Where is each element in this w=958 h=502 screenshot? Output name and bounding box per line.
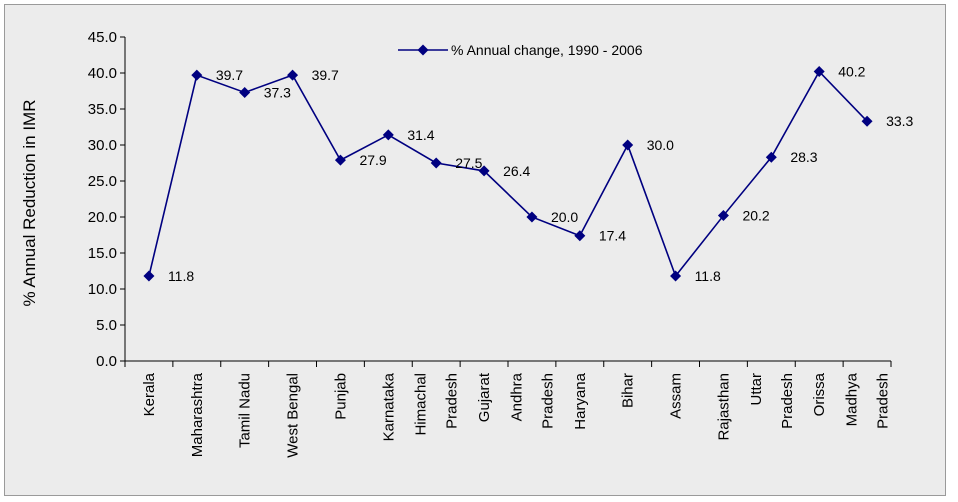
data-label: 33.3 bbox=[886, 113, 913, 129]
x-tick-label: Orissa bbox=[811, 372, 828, 416]
x-tick-label: Himachal bbox=[413, 373, 430, 436]
data-point-marker bbox=[670, 270, 682, 282]
line-chart: % Annual Reduction in IMR 0.0 5.0 10.0 15.0 2… bbox=[20, 29, 914, 458]
data-label: 31.4 bbox=[407, 127, 434, 143]
x-tick-label: Haryana bbox=[572, 372, 589, 429]
legend-marker bbox=[417, 44, 429, 56]
data-label: 28.3 bbox=[790, 149, 817, 165]
data-point-marker bbox=[526, 211, 538, 223]
data-point-marker bbox=[430, 157, 442, 169]
data-label: 39.7 bbox=[216, 67, 243, 83]
y-tick-label: 10.0 bbox=[88, 281, 117, 298]
y-tick-label: 15.0 bbox=[88, 245, 117, 262]
data-label: 11.8 bbox=[695, 268, 721, 284]
data-point-marker bbox=[239, 86, 251, 98]
data-label: 17.4 bbox=[599, 228, 626, 244]
x-tick-label: Madhya bbox=[844, 372, 861, 426]
y-tick-label: 30.0 bbox=[88, 137, 117, 154]
legend-label: % Annual change, 1990 - 2006 bbox=[451, 42, 643, 58]
x-tick-label: Pradesh bbox=[779, 373, 796, 429]
data-point-marker bbox=[478, 165, 490, 177]
data-point-marker bbox=[861, 115, 873, 127]
data-label: 26.4 bbox=[503, 163, 530, 179]
data-point-marker bbox=[191, 69, 203, 81]
x-tick-label: Kerala bbox=[141, 372, 158, 416]
chart-frame: % Annual Reduction in IMR 0.0 5.0 10.0 15.0 2… bbox=[4, 4, 946, 496]
x-tick-label: Tamil Nadu bbox=[237, 373, 254, 448]
data-label: 27.5 bbox=[455, 155, 482, 171]
x-tick-label: Bihar bbox=[620, 373, 637, 408]
x-tick-label: Assam bbox=[668, 373, 685, 419]
y-axis-title: % Annual Reduction in IMR bbox=[20, 100, 39, 307]
data-point-marker bbox=[143, 270, 155, 282]
x-tick-label: West Bengal bbox=[285, 373, 302, 458]
y-tick-label: 25.0 bbox=[88, 173, 117, 190]
data-point-marker bbox=[382, 129, 394, 141]
x-tick-label: Maharashtra bbox=[189, 372, 206, 457]
x-tick-label: Karnataka bbox=[380, 372, 397, 441]
x-tick-label: Punjab bbox=[332, 373, 349, 420]
y-tick-label: 35.0 bbox=[88, 101, 117, 118]
data-point-marker bbox=[813, 66, 825, 78]
data-label: 20.0 bbox=[551, 209, 578, 225]
x-tick-label: Andhra bbox=[508, 372, 525, 421]
x-tick-label: Uttar bbox=[748, 373, 765, 406]
data-label: 20.2 bbox=[742, 208, 769, 224]
data-label: 27.9 bbox=[359, 152, 386, 168]
data-label: 11.8 bbox=[168, 268, 194, 284]
data-point-marker bbox=[765, 151, 777, 163]
x-tick-label: Gujarat bbox=[476, 372, 493, 422]
x-tick-label: Pradesh bbox=[539, 373, 556, 429]
x-tick-label: Rajasthan bbox=[715, 373, 732, 441]
data-label: 39.7 bbox=[312, 67, 339, 83]
y-tick-label: 5.0 bbox=[96, 317, 117, 334]
data-point-marker bbox=[717, 210, 729, 222]
x-tick-label: Pradesh bbox=[444, 373, 461, 429]
data-label: 40.2 bbox=[838, 64, 865, 80]
data-label: 37.3 bbox=[264, 84, 291, 100]
x-tick-label: Pradesh bbox=[875, 373, 892, 429]
data-point-marker bbox=[287, 69, 299, 81]
data-point-marker bbox=[574, 230, 586, 242]
data-point-marker bbox=[622, 139, 634, 151]
data-point-marker bbox=[334, 154, 346, 166]
series-line bbox=[148, 70, 868, 278]
y-tick-label: 45.0 bbox=[88, 29, 117, 46]
data-label: 30.0 bbox=[647, 137, 674, 153]
y-tick-label: 0.0 bbox=[96, 353, 117, 370]
y-tick-label: 40.0 bbox=[88, 65, 117, 82]
y-tick-label: 20.0 bbox=[88, 209, 117, 226]
